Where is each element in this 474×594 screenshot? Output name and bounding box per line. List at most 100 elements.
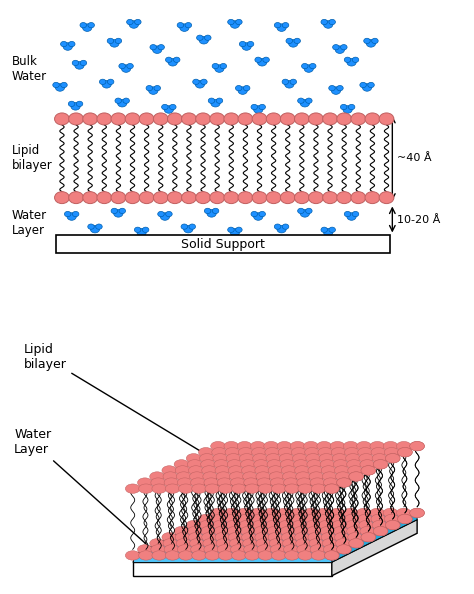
Circle shape — [111, 208, 118, 214]
Circle shape — [324, 229, 333, 236]
Circle shape — [257, 545, 272, 554]
Circle shape — [174, 526, 189, 536]
Circle shape — [290, 441, 305, 451]
Circle shape — [252, 514, 266, 524]
Circle shape — [115, 98, 121, 103]
Circle shape — [230, 545, 245, 554]
Circle shape — [164, 106, 173, 113]
Circle shape — [165, 551, 180, 560]
Circle shape — [250, 508, 265, 517]
Circle shape — [191, 484, 206, 494]
Circle shape — [247, 42, 254, 47]
Circle shape — [214, 460, 228, 469]
Circle shape — [176, 472, 191, 481]
Circle shape — [187, 526, 202, 536]
Circle shape — [323, 192, 337, 204]
Circle shape — [344, 57, 351, 62]
Circle shape — [69, 192, 83, 204]
Circle shape — [292, 514, 306, 524]
Circle shape — [252, 113, 267, 125]
Circle shape — [349, 539, 364, 548]
Circle shape — [306, 454, 320, 463]
Circle shape — [125, 113, 140, 125]
Circle shape — [352, 57, 359, 62]
Circle shape — [320, 460, 335, 469]
Circle shape — [373, 460, 388, 469]
Circle shape — [279, 520, 294, 530]
Circle shape — [364, 38, 370, 43]
Circle shape — [325, 551, 339, 560]
Circle shape — [102, 81, 111, 88]
Circle shape — [173, 57, 180, 62]
Circle shape — [55, 113, 69, 125]
Circle shape — [187, 460, 202, 469]
Circle shape — [199, 514, 213, 524]
Circle shape — [228, 20, 234, 25]
Circle shape — [345, 447, 359, 457]
Circle shape — [344, 211, 351, 217]
Circle shape — [346, 520, 360, 530]
Circle shape — [215, 532, 230, 542]
Circle shape — [197, 35, 203, 40]
Circle shape — [398, 447, 412, 457]
Circle shape — [333, 460, 348, 469]
Circle shape — [189, 532, 203, 542]
Circle shape — [230, 229, 239, 236]
Circle shape — [254, 213, 263, 220]
Circle shape — [309, 539, 324, 548]
Circle shape — [324, 21, 333, 29]
Circle shape — [278, 514, 293, 524]
Circle shape — [193, 79, 199, 84]
Circle shape — [232, 551, 246, 560]
Circle shape — [243, 86, 250, 91]
Circle shape — [255, 532, 270, 542]
Circle shape — [272, 484, 286, 494]
Circle shape — [226, 520, 241, 530]
Circle shape — [337, 478, 351, 487]
Circle shape — [298, 98, 304, 103]
Circle shape — [190, 472, 204, 481]
Circle shape — [137, 478, 152, 487]
Circle shape — [181, 224, 188, 229]
Circle shape — [323, 478, 338, 487]
Circle shape — [383, 508, 398, 517]
Circle shape — [318, 514, 333, 524]
Circle shape — [321, 227, 328, 232]
Circle shape — [383, 441, 398, 451]
Circle shape — [53, 83, 59, 88]
Circle shape — [410, 508, 425, 517]
Circle shape — [162, 532, 177, 542]
Circle shape — [322, 472, 337, 481]
Circle shape — [107, 79, 114, 84]
Circle shape — [240, 526, 255, 536]
Circle shape — [292, 447, 306, 457]
Circle shape — [329, 86, 335, 91]
Circle shape — [309, 472, 324, 481]
Circle shape — [229, 472, 244, 481]
Circle shape — [300, 210, 310, 217]
Circle shape — [215, 466, 230, 475]
Bar — [56, 235, 391, 252]
Circle shape — [398, 447, 412, 457]
Circle shape — [230, 21, 239, 29]
Circle shape — [298, 551, 313, 560]
Circle shape — [127, 64, 133, 69]
Circle shape — [372, 454, 387, 463]
Circle shape — [242, 43, 251, 50]
Circle shape — [333, 526, 348, 536]
Circle shape — [224, 441, 238, 451]
Circle shape — [201, 460, 215, 469]
Text: Lipid
bilayer: Lipid bilayer — [11, 144, 52, 172]
Circle shape — [296, 472, 310, 481]
Circle shape — [283, 539, 297, 548]
Circle shape — [297, 478, 311, 487]
Circle shape — [150, 472, 164, 481]
Circle shape — [150, 45, 156, 50]
Circle shape — [294, 38, 301, 43]
Circle shape — [319, 520, 334, 530]
Circle shape — [227, 526, 242, 536]
Circle shape — [170, 105, 176, 110]
Circle shape — [398, 514, 412, 524]
Circle shape — [207, 210, 216, 217]
Circle shape — [280, 526, 295, 536]
